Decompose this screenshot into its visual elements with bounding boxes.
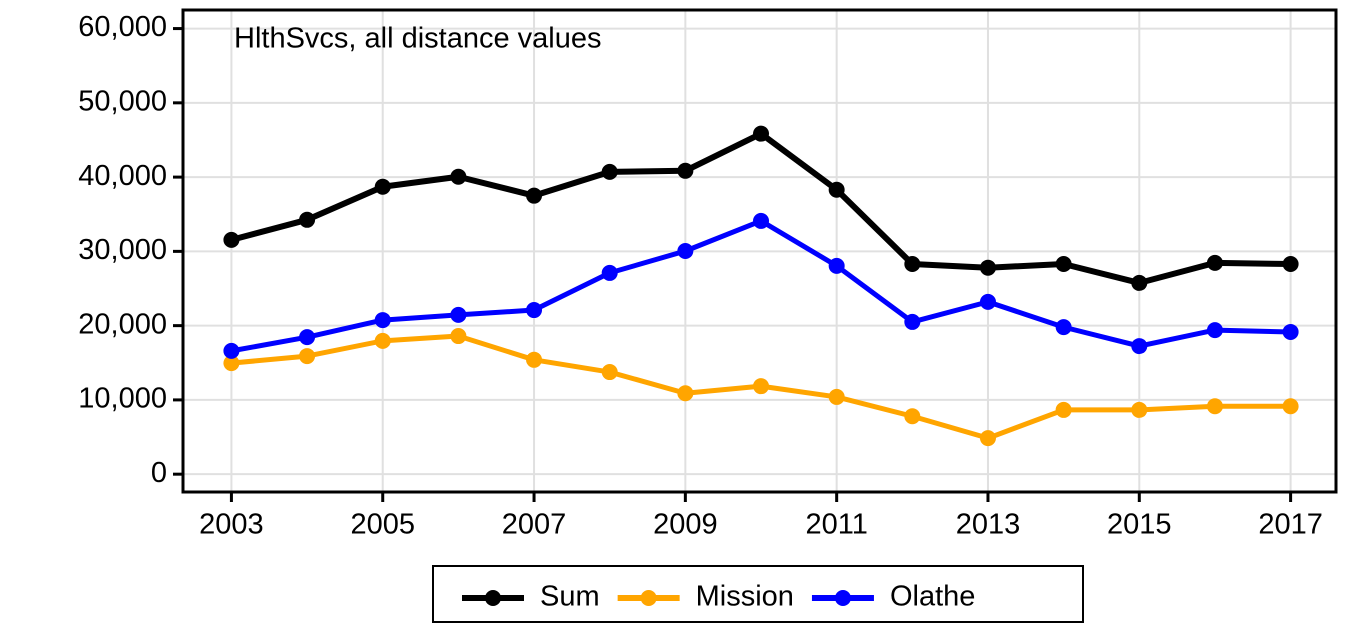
y-tick-label: 30,000 — [78, 234, 167, 266]
data-point — [904, 313, 921, 330]
x-tick-label: 2003 — [199, 509, 264, 541]
data-point — [828, 388, 845, 405]
data-point — [979, 430, 996, 447]
data-point — [374, 178, 391, 195]
data-point — [526, 187, 543, 204]
data-point — [1055, 401, 1072, 418]
y-tick-label: 50,000 — [78, 85, 167, 117]
data-point — [1206, 398, 1223, 415]
x-tick-label: 2005 — [350, 509, 415, 541]
data-point — [904, 255, 921, 272]
data-point — [526, 302, 543, 319]
data-point — [1131, 274, 1148, 291]
x-tick-label: 2007 — [502, 509, 567, 541]
plot-marks — [223, 125, 1299, 447]
data-point — [223, 342, 240, 359]
data-point — [1131, 338, 1148, 355]
data-point — [450, 328, 467, 345]
data-point — [1206, 322, 1223, 339]
data-point — [828, 181, 845, 198]
legend-marker — [485, 590, 501, 606]
data-point — [223, 231, 240, 248]
legend-label: Olathe — [890, 581, 975, 613]
x-tick-label: 2015 — [1107, 509, 1172, 541]
data-point — [374, 312, 391, 329]
data-point — [828, 257, 845, 274]
data-point — [753, 378, 770, 395]
legend-label: Mission — [696, 581, 794, 613]
legend-marker — [834, 590, 851, 606]
data-point — [1282, 323, 1299, 340]
legend-marker — [640, 590, 657, 606]
data-point — [677, 385, 694, 402]
x-tick-label: 2013 — [956, 509, 1021, 541]
x-tick-label: 2009 — [653, 509, 718, 541]
data-point — [601, 163, 618, 180]
y-tick-label: 60,000 — [78, 11, 167, 43]
data-point — [753, 212, 770, 229]
data-point — [299, 211, 316, 228]
data-point — [1055, 319, 1072, 336]
data-point — [1206, 254, 1223, 271]
data-point — [223, 355, 240, 372]
chart-title: HlthSvcs, all distance values — [234, 23, 602, 55]
y-tick-label: 0 — [151, 457, 167, 489]
data-point — [450, 306, 467, 323]
data-point — [601, 264, 618, 281]
legend: Sum Mission Olathe — [462, 581, 975, 613]
data-point — [979, 259, 996, 276]
x-tick-label: 2017 — [1258, 509, 1323, 541]
y-tick-label: 10,000 — [78, 383, 167, 415]
data-point — [450, 168, 467, 185]
x-tick-label: 2011 — [805, 509, 867, 541]
data-point — [1055, 255, 1072, 272]
data-point — [677, 243, 694, 259]
legend-label: Sum — [540, 581, 600, 613]
data-point — [526, 351, 543, 368]
data-point — [1282, 255, 1299, 272]
data-point — [1131, 401, 1148, 418]
y-tick-label: 20,000 — [78, 308, 167, 340]
y-tick-label: 40,000 — [78, 160, 167, 192]
data-point — [753, 125, 770, 142]
data-point — [374, 332, 391, 349]
data-point — [979, 293, 996, 310]
data-point — [677, 162, 694, 179]
data-point — [1282, 398, 1299, 415]
data-point — [299, 329, 316, 346]
legend-box — [432, 565, 1084, 623]
data-point — [601, 364, 618, 381]
data-point — [299, 348, 316, 365]
data-point — [904, 408, 921, 425]
